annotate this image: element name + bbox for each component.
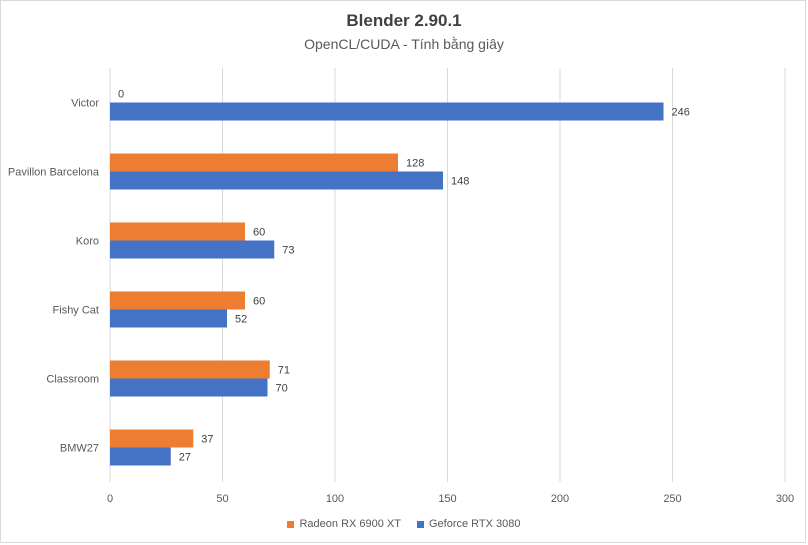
data-label: 60: [253, 227, 265, 239]
data-label: 246: [672, 107, 690, 119]
category-label: Victor: [71, 98, 99, 110]
data-label: 60: [253, 296, 265, 308]
bar: [110, 102, 664, 121]
data-label: 128: [406, 158, 424, 170]
x-tick-label: 50: [216, 493, 228, 505]
x-tick-label: 200: [551, 493, 569, 505]
legend-label: Geforce RTX 3080: [429, 518, 521, 530]
data-label: 70: [276, 383, 288, 395]
bar: [110, 378, 268, 397]
category-label: BMW27: [60, 443, 99, 455]
bar: [110, 447, 171, 466]
x-tick-label: 0: [107, 493, 113, 505]
data-label: 37: [201, 434, 213, 446]
data-label: 148: [451, 176, 469, 188]
data-label: 71: [278, 365, 290, 377]
x-tick-label: 250: [663, 493, 681, 505]
x-tick-label: 150: [438, 493, 456, 505]
category-label: Pavillon Barcelona: [8, 167, 100, 179]
category-label: Fishy Cat: [53, 305, 99, 317]
bar: [110, 171, 443, 190]
bar: [110, 309, 227, 328]
data-label: 52: [235, 314, 247, 326]
category-label: Koro: [76, 236, 99, 248]
chart-legend: Radeon RX 6900 XT Geforce RTX 3080: [0, 518, 808, 530]
data-label: 0: [118, 89, 124, 101]
category-label: Classroom: [46, 374, 99, 386]
bar: [110, 222, 245, 241]
chart-subtitle: OpenCL/CUDA - Tính bằng giây: [304, 36, 504, 52]
bar: [110, 240, 275, 259]
bar: [110, 360, 270, 379]
legend-item: Geforce RTX 3080: [417, 518, 521, 530]
legend-swatch: [417, 520, 424, 528]
data-label: 27: [179, 452, 191, 464]
data-label: 73: [282, 245, 294, 257]
bar: [110, 429, 194, 448]
bar: [110, 153, 398, 172]
legend-label: Radeon RX 6900 XT: [299, 518, 401, 530]
x-tick-label: 300: [776, 493, 794, 505]
chart-title: Blender 2.90.1: [346, 11, 462, 30]
legend-swatch: [287, 520, 295, 528]
x-tick-label: 100: [326, 493, 344, 505]
bar: [110, 291, 245, 310]
legend-item: Radeon RX 6900 XT: [287, 518, 401, 530]
